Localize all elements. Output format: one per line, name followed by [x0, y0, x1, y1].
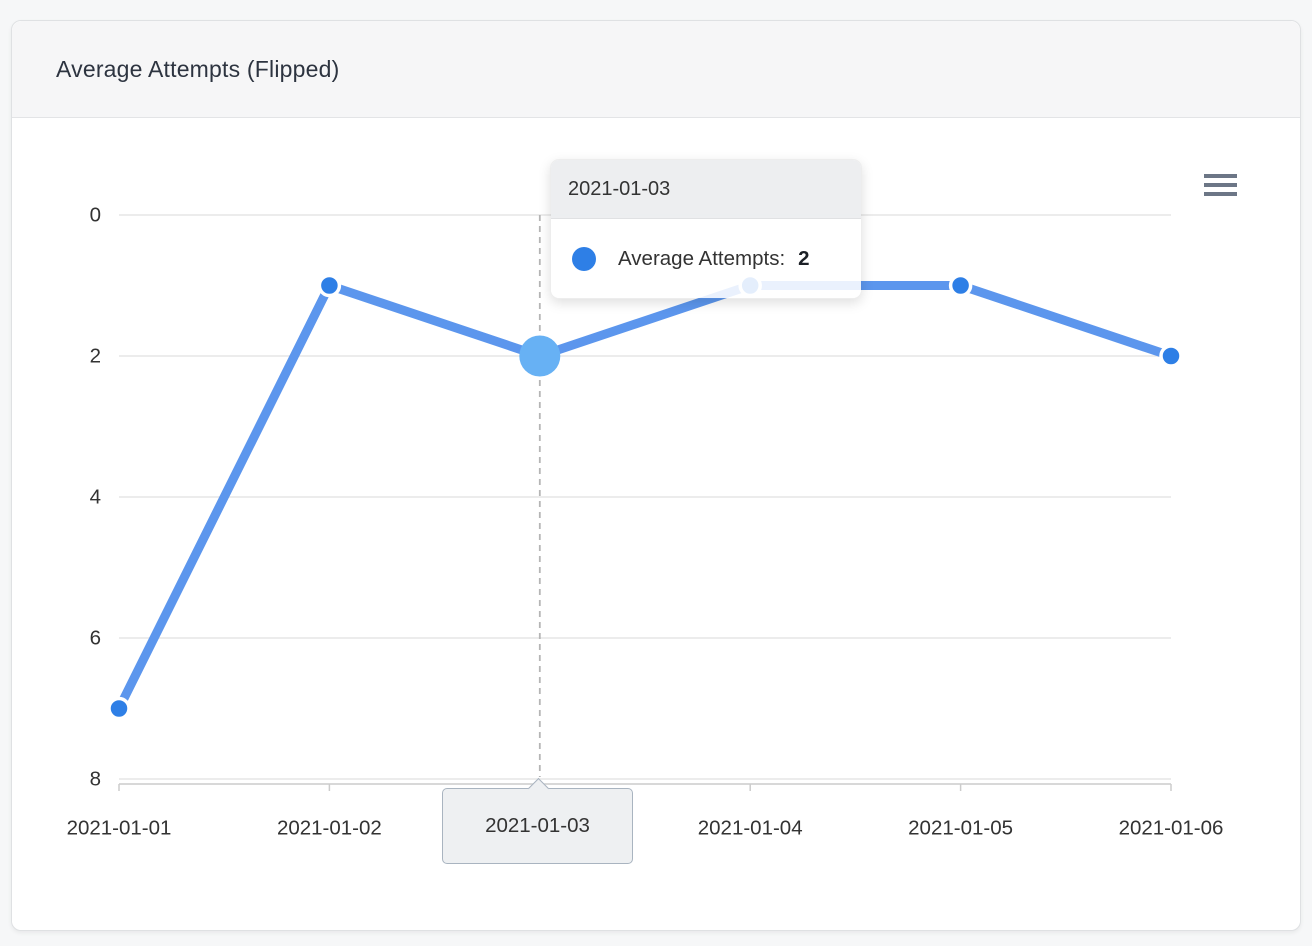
x-axis-tick-label: 2021-01-06 [1119, 817, 1224, 840]
tooltip-value: 2 [798, 246, 810, 270]
chart-card-header: Average Attempts (Flipped) [12, 21, 1300, 118]
hamburger-menu-icon [1203, 182, 1237, 188]
series-line [114, 281, 1176, 713]
chart-svg[interactable]: 0 2 4 6 8 2021-01-01 2021-01-02 2021-01-04 2021-… [12, 118, 1300, 930]
x-axis-highlight-label: 2021-01-03 [485, 814, 590, 837]
chart-title: Average Attempts (Flipped) [56, 55, 340, 82]
x-axis-highlight-callout[interactable]: 2021-01-03 [442, 788, 633, 864]
x-axis-tick-label: 2021-01-04 [698, 817, 803, 840]
hamburger-menu-icon [1203, 191, 1237, 197]
tooltip-body: Average Attempts: 2 [551, 219, 861, 298]
tooltip-date-header: 2021-01-03 [551, 160, 861, 219]
chart-context-menu-button[interactable] [1196, 166, 1244, 204]
series-marker-icon [572, 246, 596, 271]
chart-card: Average Attempts (Flipped) 0 2 4 6 8 2021-01-… [11, 20, 1301, 931]
y-axis-tick-label: 6 [90, 627, 101, 650]
x-axis-tick-label: 2021-01-01 [67, 817, 172, 840]
data-point [317, 273, 342, 298]
y-axis-tick-label: 0 [90, 204, 101, 227]
y-axis-tick-label: 4 [90, 486, 101, 509]
data-point [948, 273, 973, 298]
y-axis-tick-label: 2 [90, 345, 101, 368]
tooltip-series-label: Average Attempts: [618, 246, 786, 270]
data-point [107, 696, 131, 721]
y-axis-tick-label: 8 [90, 768, 101, 791]
data-point [1159, 344, 1183, 368]
data-point-hovered [519, 335, 561, 377]
x-axis-tick-label: 2021-01-02 [277, 817, 382, 840]
hamburger-menu-icon [1203, 173, 1237, 179]
x-axis-tick-label: 2021-01-05 [908, 817, 1013, 840]
chart-tooltip: 2021-01-03 Average Attempts: 2 [550, 159, 862, 299]
chart-area: 0 2 4 6 8 2021-01-01 2021-01-02 2021-01-04 2021-… [12, 118, 1300, 930]
